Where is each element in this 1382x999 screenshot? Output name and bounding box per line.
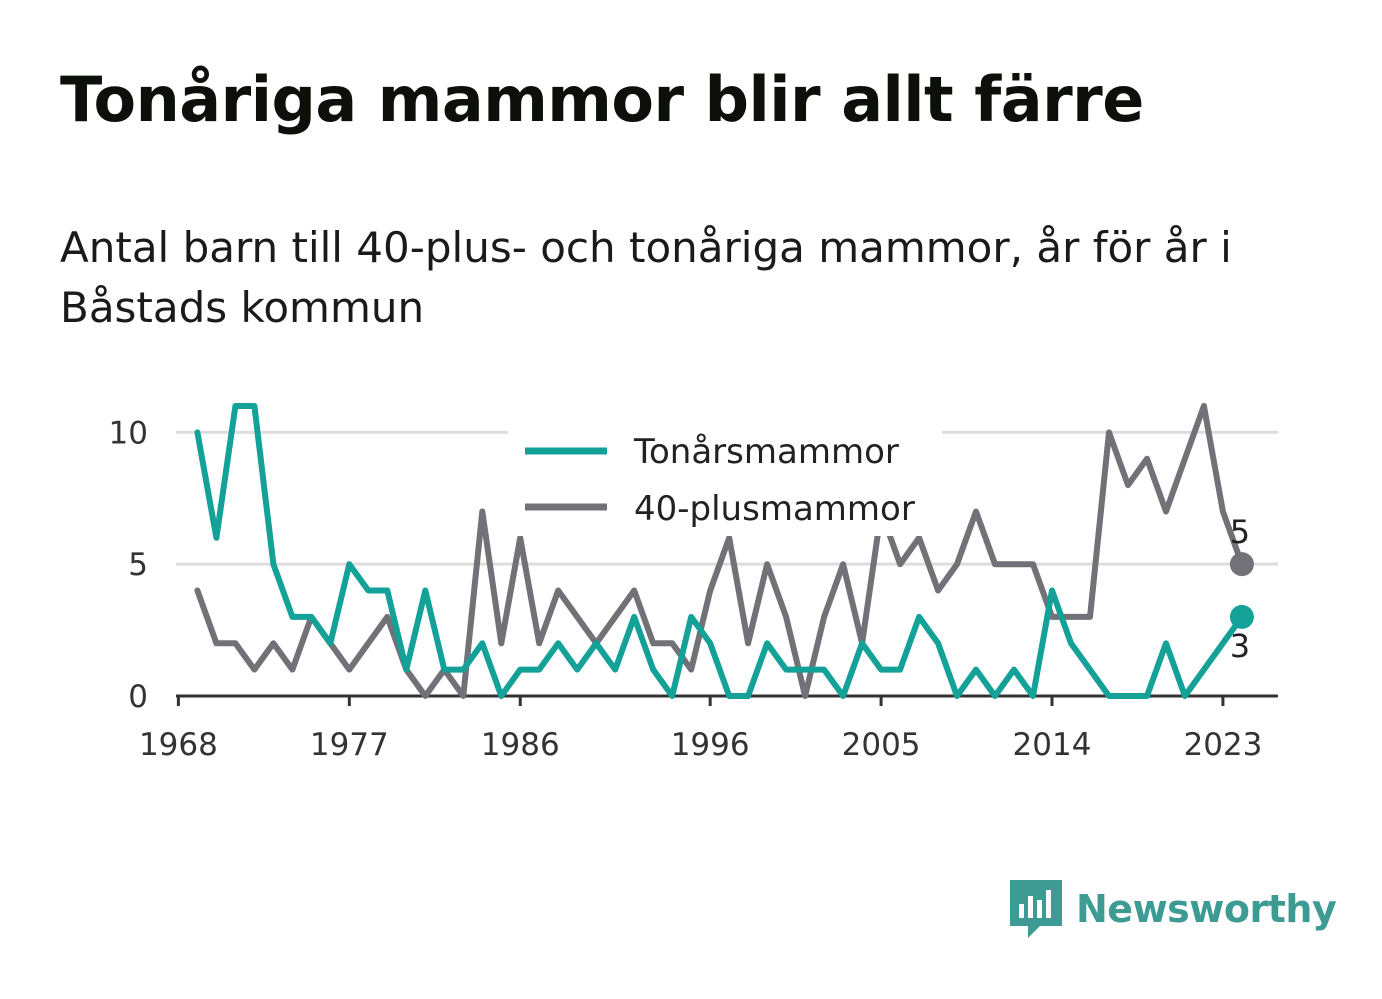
end-label-40-plusmammor: 5: [1230, 513, 1250, 551]
series-line-tonarsmammor: [194, 403, 1245, 699]
line-chart: 0 5 10 1968 1977 1986 1996 2005 2014 2023 Tonårs…: [109, 403, 1278, 763]
chart-title: Tonåriga mammor blir allt färre: [60, 63, 1144, 136]
x-axis: 1968 1977 1986 1996 2005 2014 2023: [139, 694, 1278, 763]
legend-label-tonarsmammor: Tonårsmammor: [633, 432, 899, 472]
y-tick-label-0: 0: [128, 679, 148, 715]
y-axis-ticks: 0 5 10: [109, 415, 148, 715]
legend-background: [508, 424, 942, 536]
chart-subtitle: Antal barn till 40-plus- och tonåriga ma…: [60, 223, 1232, 332]
y-tick-label-5: 5: [128, 547, 148, 583]
x-tick-label-2014: 2014: [1013, 727, 1092, 763]
x-tick-label-1986: 1986: [481, 727, 560, 763]
series-line-40-plusmammor: [194, 403, 1245, 699]
legend-label-40-plusmammor: 40-plusmammor: [634, 489, 915, 529]
series-lines: [194, 403, 1245, 699]
x-tick-label-1968: 1968: [139, 727, 218, 763]
x-tick-label-1996: 1996: [671, 727, 750, 763]
newsworthy-logo-icon: [1010, 880, 1062, 938]
newsworthy-logo-text: Newsworthy: [1076, 887, 1337, 931]
end-label-tonarsmammor: 3: [1230, 627, 1250, 665]
y-tick-label-10: 10: [109, 415, 148, 451]
end-marker-tonarsmammor: [1229, 604, 1254, 629]
legend: Tonårsmammor 40-plusmammor: [508, 424, 942, 536]
newsworthy-logo: Newsworthy: [1010, 880, 1337, 938]
x-tick-label-2023: 2023: [1183, 727, 1262, 763]
x-tick-label-2005: 2005: [842, 727, 921, 763]
end-markers: 35: [1230, 513, 1254, 665]
end-marker-40-plusmammor: [1229, 552, 1254, 577]
x-tick-label-1977: 1977: [310, 727, 389, 763]
